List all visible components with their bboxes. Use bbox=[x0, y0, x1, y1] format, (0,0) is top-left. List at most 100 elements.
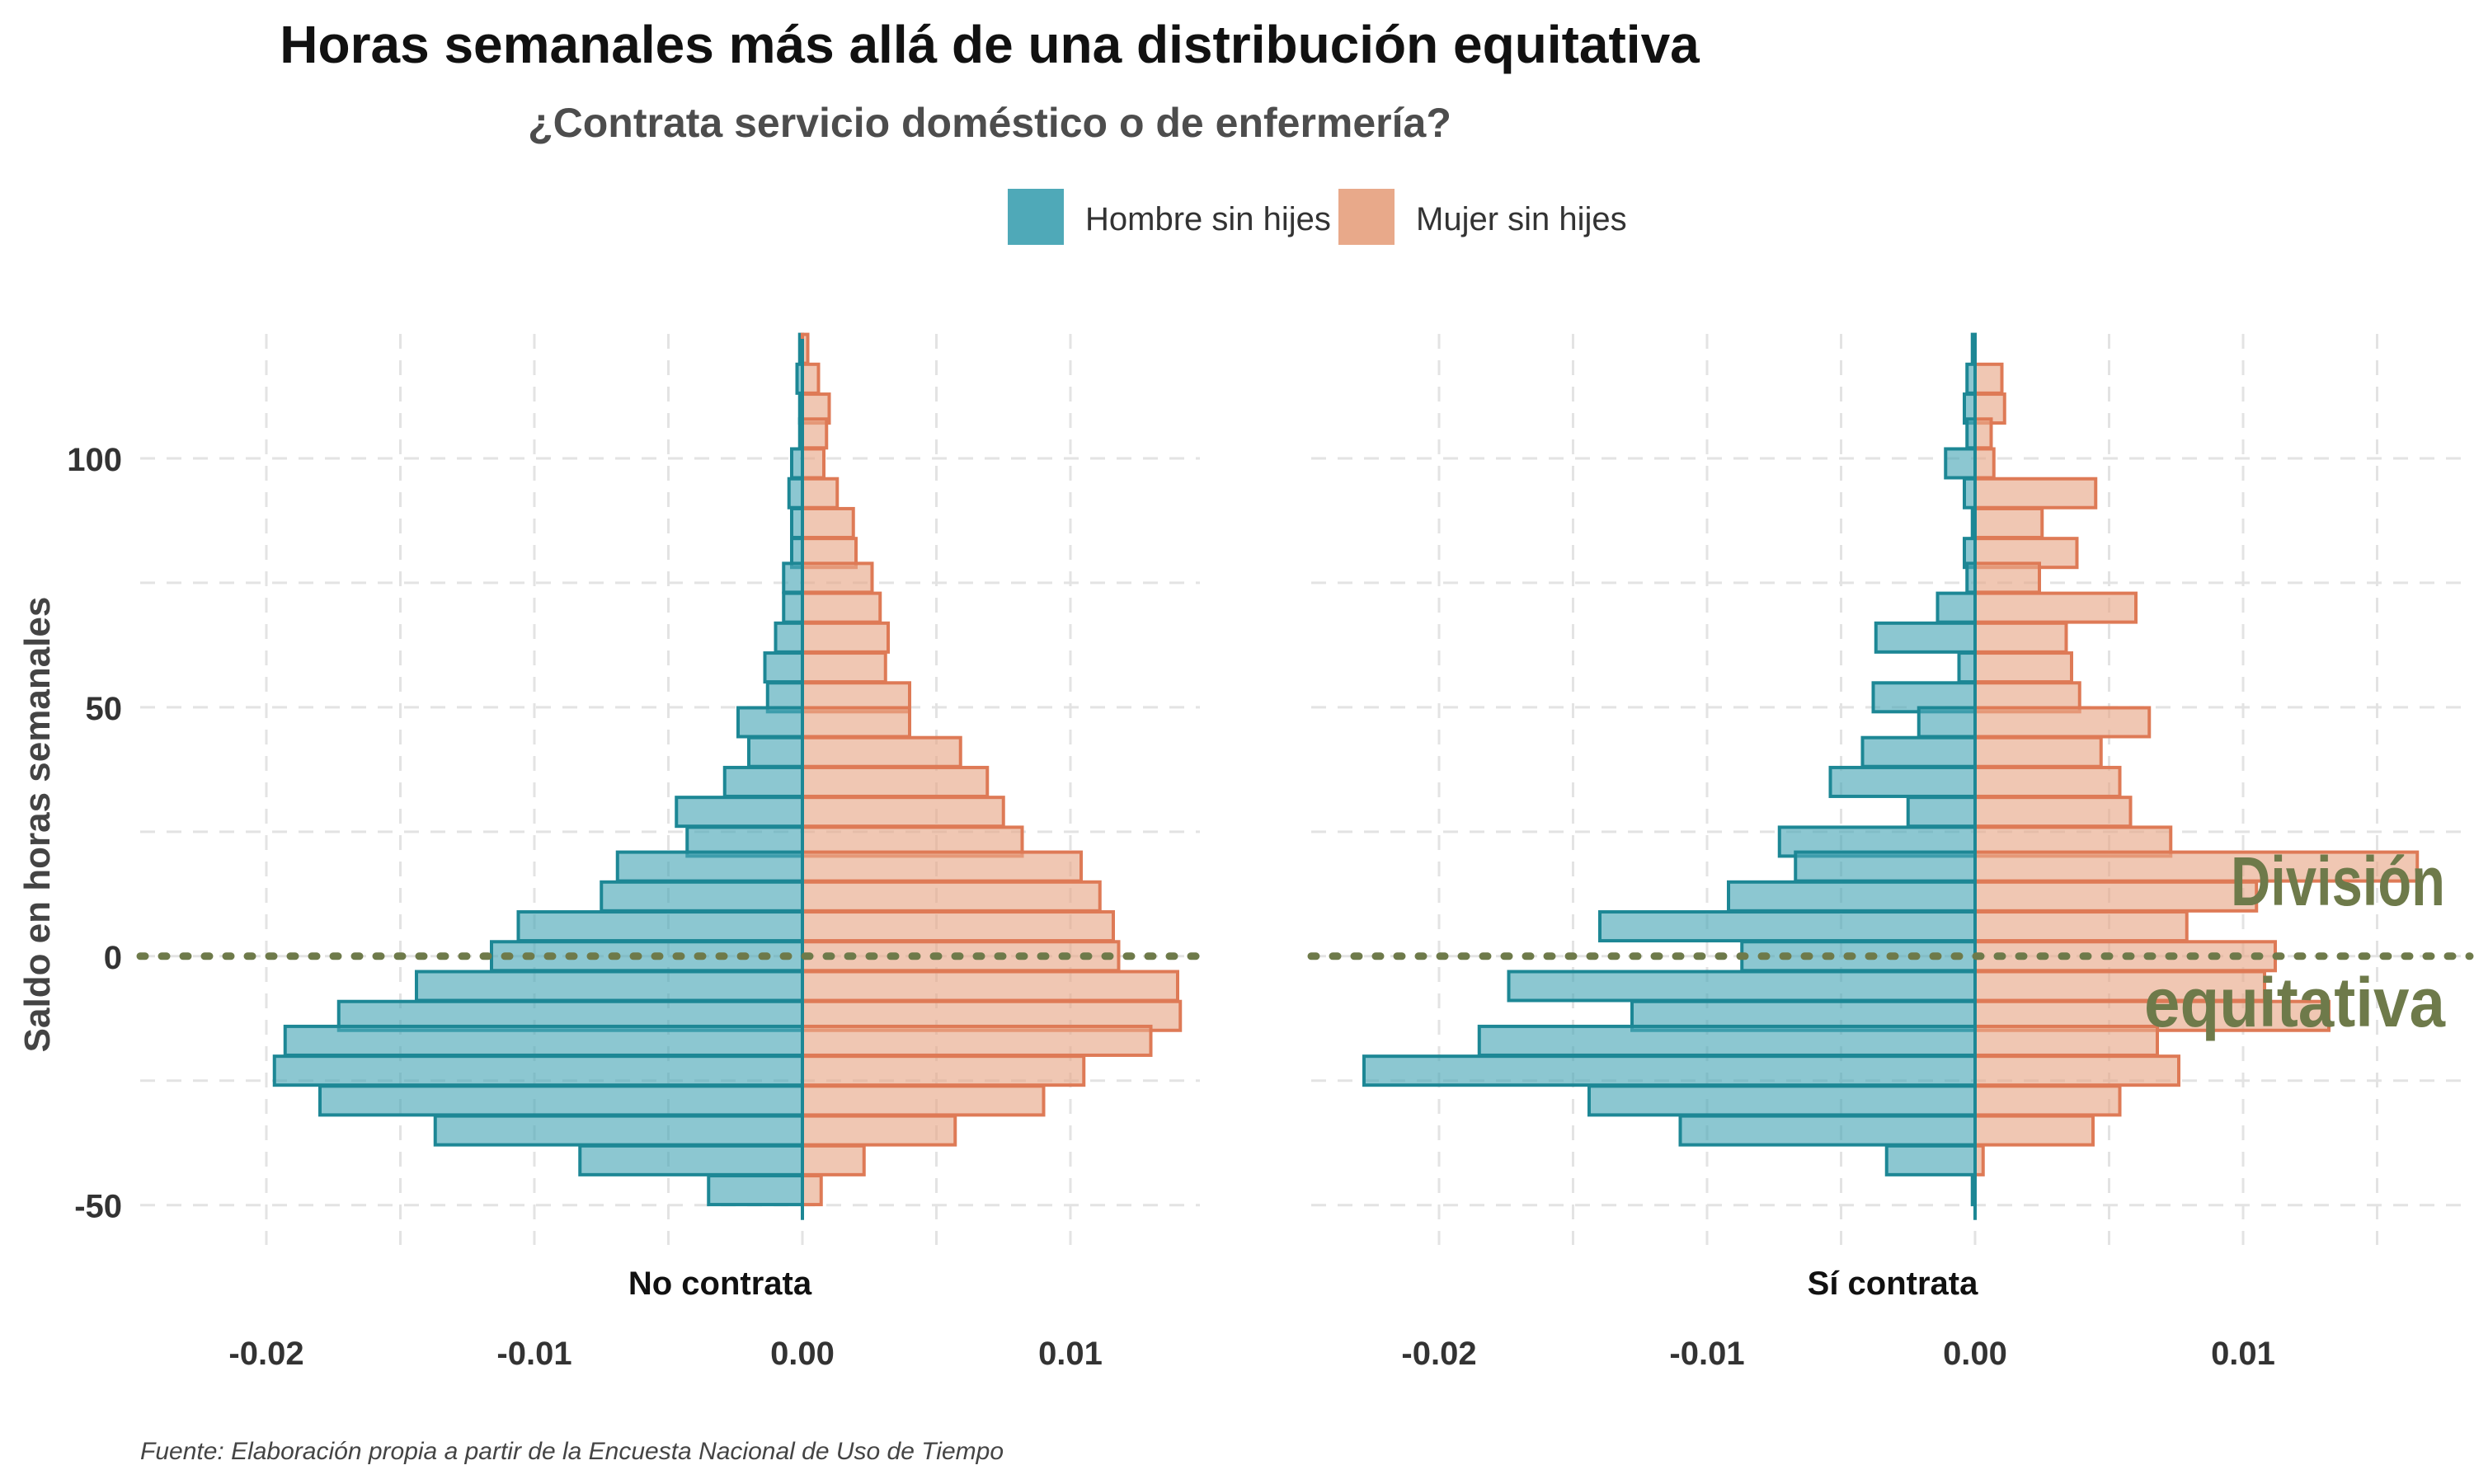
annotation-text: División bbox=[2231, 843, 2445, 920]
bar bbox=[1973, 362, 2004, 395]
legend-swatch-mujer bbox=[1338, 189, 1395, 245]
x-tick-label: -0.01 bbox=[496, 1336, 571, 1372]
panel-label: Sí contrata bbox=[1808, 1266, 1978, 1302]
x-tick-label: 0.00 bbox=[770, 1336, 835, 1372]
annotation-text: equitativa bbox=[2144, 964, 2446, 1041]
x-tick-label: 0.00 bbox=[1943, 1336, 2007, 1372]
bar bbox=[1973, 651, 2073, 684]
legend: Hombre sin hijes Mujer sin hijes bbox=[1008, 189, 1627, 245]
bar bbox=[1860, 735, 1977, 768]
bar bbox=[1973, 561, 2041, 594]
bar bbox=[1507, 970, 1977, 1003]
bar bbox=[1973, 621, 2068, 654]
bar bbox=[1917, 706, 1977, 739]
bar bbox=[615, 850, 804, 883]
y-tick-label: 100 bbox=[67, 442, 122, 478]
bar bbox=[1973, 880, 2259, 913]
bar bbox=[1973, 1054, 2180, 1087]
bar bbox=[801, 1144, 866, 1176]
bar bbox=[578, 1144, 804, 1176]
bar bbox=[801, 561, 874, 594]
y-tick-label: -50 bbox=[74, 1189, 122, 1225]
bar bbox=[747, 735, 804, 768]
bar bbox=[1973, 735, 2103, 768]
bar bbox=[801, 850, 1083, 883]
y-tick-label: 50 bbox=[86, 691, 123, 727]
x-tick-label: 0.01 bbox=[1038, 1336, 1103, 1372]
x-tick-label: -0.02 bbox=[1401, 1336, 1476, 1372]
legend-label-hombre: Hombre sin hijes bbox=[1085, 201, 1331, 237]
bar bbox=[1362, 1054, 1977, 1087]
y-axis-title: Saldo en horas semanales bbox=[17, 597, 58, 1053]
bar bbox=[1973, 506, 2044, 539]
bar bbox=[801, 477, 840, 510]
bar bbox=[801, 910, 1115, 943]
bar bbox=[801, 417, 829, 450]
bar bbox=[1598, 910, 1977, 943]
chart-subtitle: ¿Contrata servicio doméstico o de enferm… bbox=[528, 100, 1451, 146]
bar bbox=[272, 1054, 804, 1087]
bar bbox=[801, 796, 1005, 829]
bar bbox=[1884, 1144, 1977, 1176]
x-tick-label: 0.01 bbox=[2211, 1336, 2275, 1372]
bar bbox=[722, 765, 804, 798]
bar bbox=[1587, 1084, 1977, 1117]
x-tick-label: -0.01 bbox=[1669, 1336, 1744, 1372]
bar bbox=[801, 880, 1102, 913]
bar bbox=[801, 1114, 957, 1147]
bar bbox=[433, 1114, 804, 1147]
bar bbox=[1973, 1114, 2095, 1147]
bar bbox=[1906, 796, 1977, 829]
bar bbox=[1973, 1084, 2122, 1117]
bar bbox=[1944, 447, 1977, 480]
bar bbox=[801, 506, 855, 539]
bar bbox=[801, 621, 890, 654]
bar bbox=[1973, 706, 2152, 739]
panels: No contrata -0.02 -0.01 0.00 0.01 100 50 0 -50 Sí… bbox=[67, 332, 2474, 1372]
bar bbox=[707, 1174, 804, 1207]
bar bbox=[763, 651, 804, 684]
bar bbox=[318, 1084, 804, 1117]
bar bbox=[801, 1054, 1086, 1087]
bar bbox=[1828, 765, 1977, 798]
bar bbox=[415, 970, 804, 1003]
bar bbox=[516, 910, 804, 943]
y-tick-label: 0 bbox=[104, 940, 122, 976]
bar bbox=[1477, 1024, 1977, 1057]
bar bbox=[736, 706, 804, 739]
bar bbox=[1957, 651, 1977, 684]
panel-2: Sí contrata -0.02 -0.01 0.00 0.01 División equ… bbox=[1307, 332, 2474, 1372]
bar bbox=[1678, 1114, 1977, 1147]
bar bbox=[801, 447, 825, 480]
bar bbox=[1973, 970, 2266, 1003]
legend-swatch-hombre bbox=[1008, 189, 1064, 245]
bar bbox=[782, 561, 804, 594]
bar bbox=[1973, 477, 2098, 510]
bar bbox=[782, 591, 804, 624]
bar bbox=[801, 765, 990, 798]
bar bbox=[801, 591, 882, 624]
panel-1: No contrata -0.02 -0.01 0.00 0.01 100 50 0 -50 bbox=[67, 332, 1204, 1372]
bar bbox=[787, 477, 804, 510]
bar bbox=[1973, 591, 2138, 624]
panel-label: No contrata bbox=[628, 1266, 812, 1302]
bar bbox=[1973, 417, 1993, 450]
caption: Fuente: Elaboración propia a partir de l… bbox=[140, 1438, 1004, 1465]
bar bbox=[774, 621, 804, 654]
legend-label-mujer: Mujer sin hijes bbox=[1416, 201, 1627, 237]
bar bbox=[675, 796, 804, 829]
bar bbox=[801, 1174, 823, 1207]
bar bbox=[1727, 880, 1977, 913]
bar bbox=[801, 1084, 1046, 1117]
bar bbox=[801, 1024, 1153, 1057]
bar bbox=[1874, 621, 1977, 654]
bar bbox=[1973, 447, 1996, 480]
bar bbox=[801, 735, 962, 768]
bar bbox=[1935, 591, 1977, 624]
bar bbox=[801, 970, 1179, 1003]
bar bbox=[1973, 910, 2189, 943]
bar bbox=[1973, 765, 2122, 798]
chart-title: Horas semanales más allá de una distribu… bbox=[280, 15, 1700, 74]
bar bbox=[1973, 796, 2133, 829]
